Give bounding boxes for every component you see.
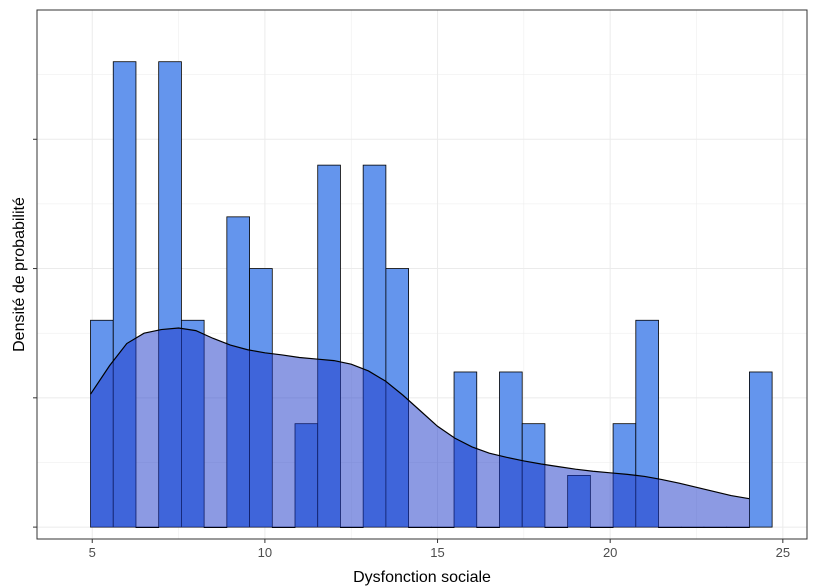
x-axis-ticks: 5 10 15 20 25 xyxy=(89,539,790,560)
y-axis-ticks xyxy=(33,138,37,528)
x-tick-label: 15 xyxy=(430,545,444,560)
panel-border xyxy=(36,9,808,540)
x-tick-label: 25 xyxy=(776,545,790,560)
histogram-bar-28 xyxy=(726,526,750,529)
histogram-bar-11 xyxy=(340,526,364,529)
histogram-bar-5 xyxy=(203,526,228,529)
histogram-bar-8 xyxy=(271,526,296,529)
histogram-bar-14 xyxy=(408,526,432,529)
histogram-bar-20 xyxy=(544,526,569,529)
x-tick-label: 10 xyxy=(258,545,272,560)
histogram-bar-17 xyxy=(476,526,500,529)
histogram-bar-25 xyxy=(658,526,682,529)
x-axis-title: Dysfonction sociale xyxy=(353,569,491,586)
histogram-bar-22 xyxy=(589,526,614,529)
histogram-bar-29 xyxy=(749,371,773,528)
y-axis-title: Densité de probabilité xyxy=(11,197,28,352)
histogram-bar-26 xyxy=(680,526,705,529)
x-tick-label: 5 xyxy=(89,545,96,560)
density-curve-line xyxy=(90,327,750,500)
density-area xyxy=(90,328,750,528)
histogram-bar-2 xyxy=(135,526,160,529)
histogram-bar-27 xyxy=(703,526,728,529)
density-curve-layer xyxy=(90,327,750,528)
histogram-bar-15 xyxy=(430,526,455,529)
x-tick-label: 20 xyxy=(603,545,617,560)
